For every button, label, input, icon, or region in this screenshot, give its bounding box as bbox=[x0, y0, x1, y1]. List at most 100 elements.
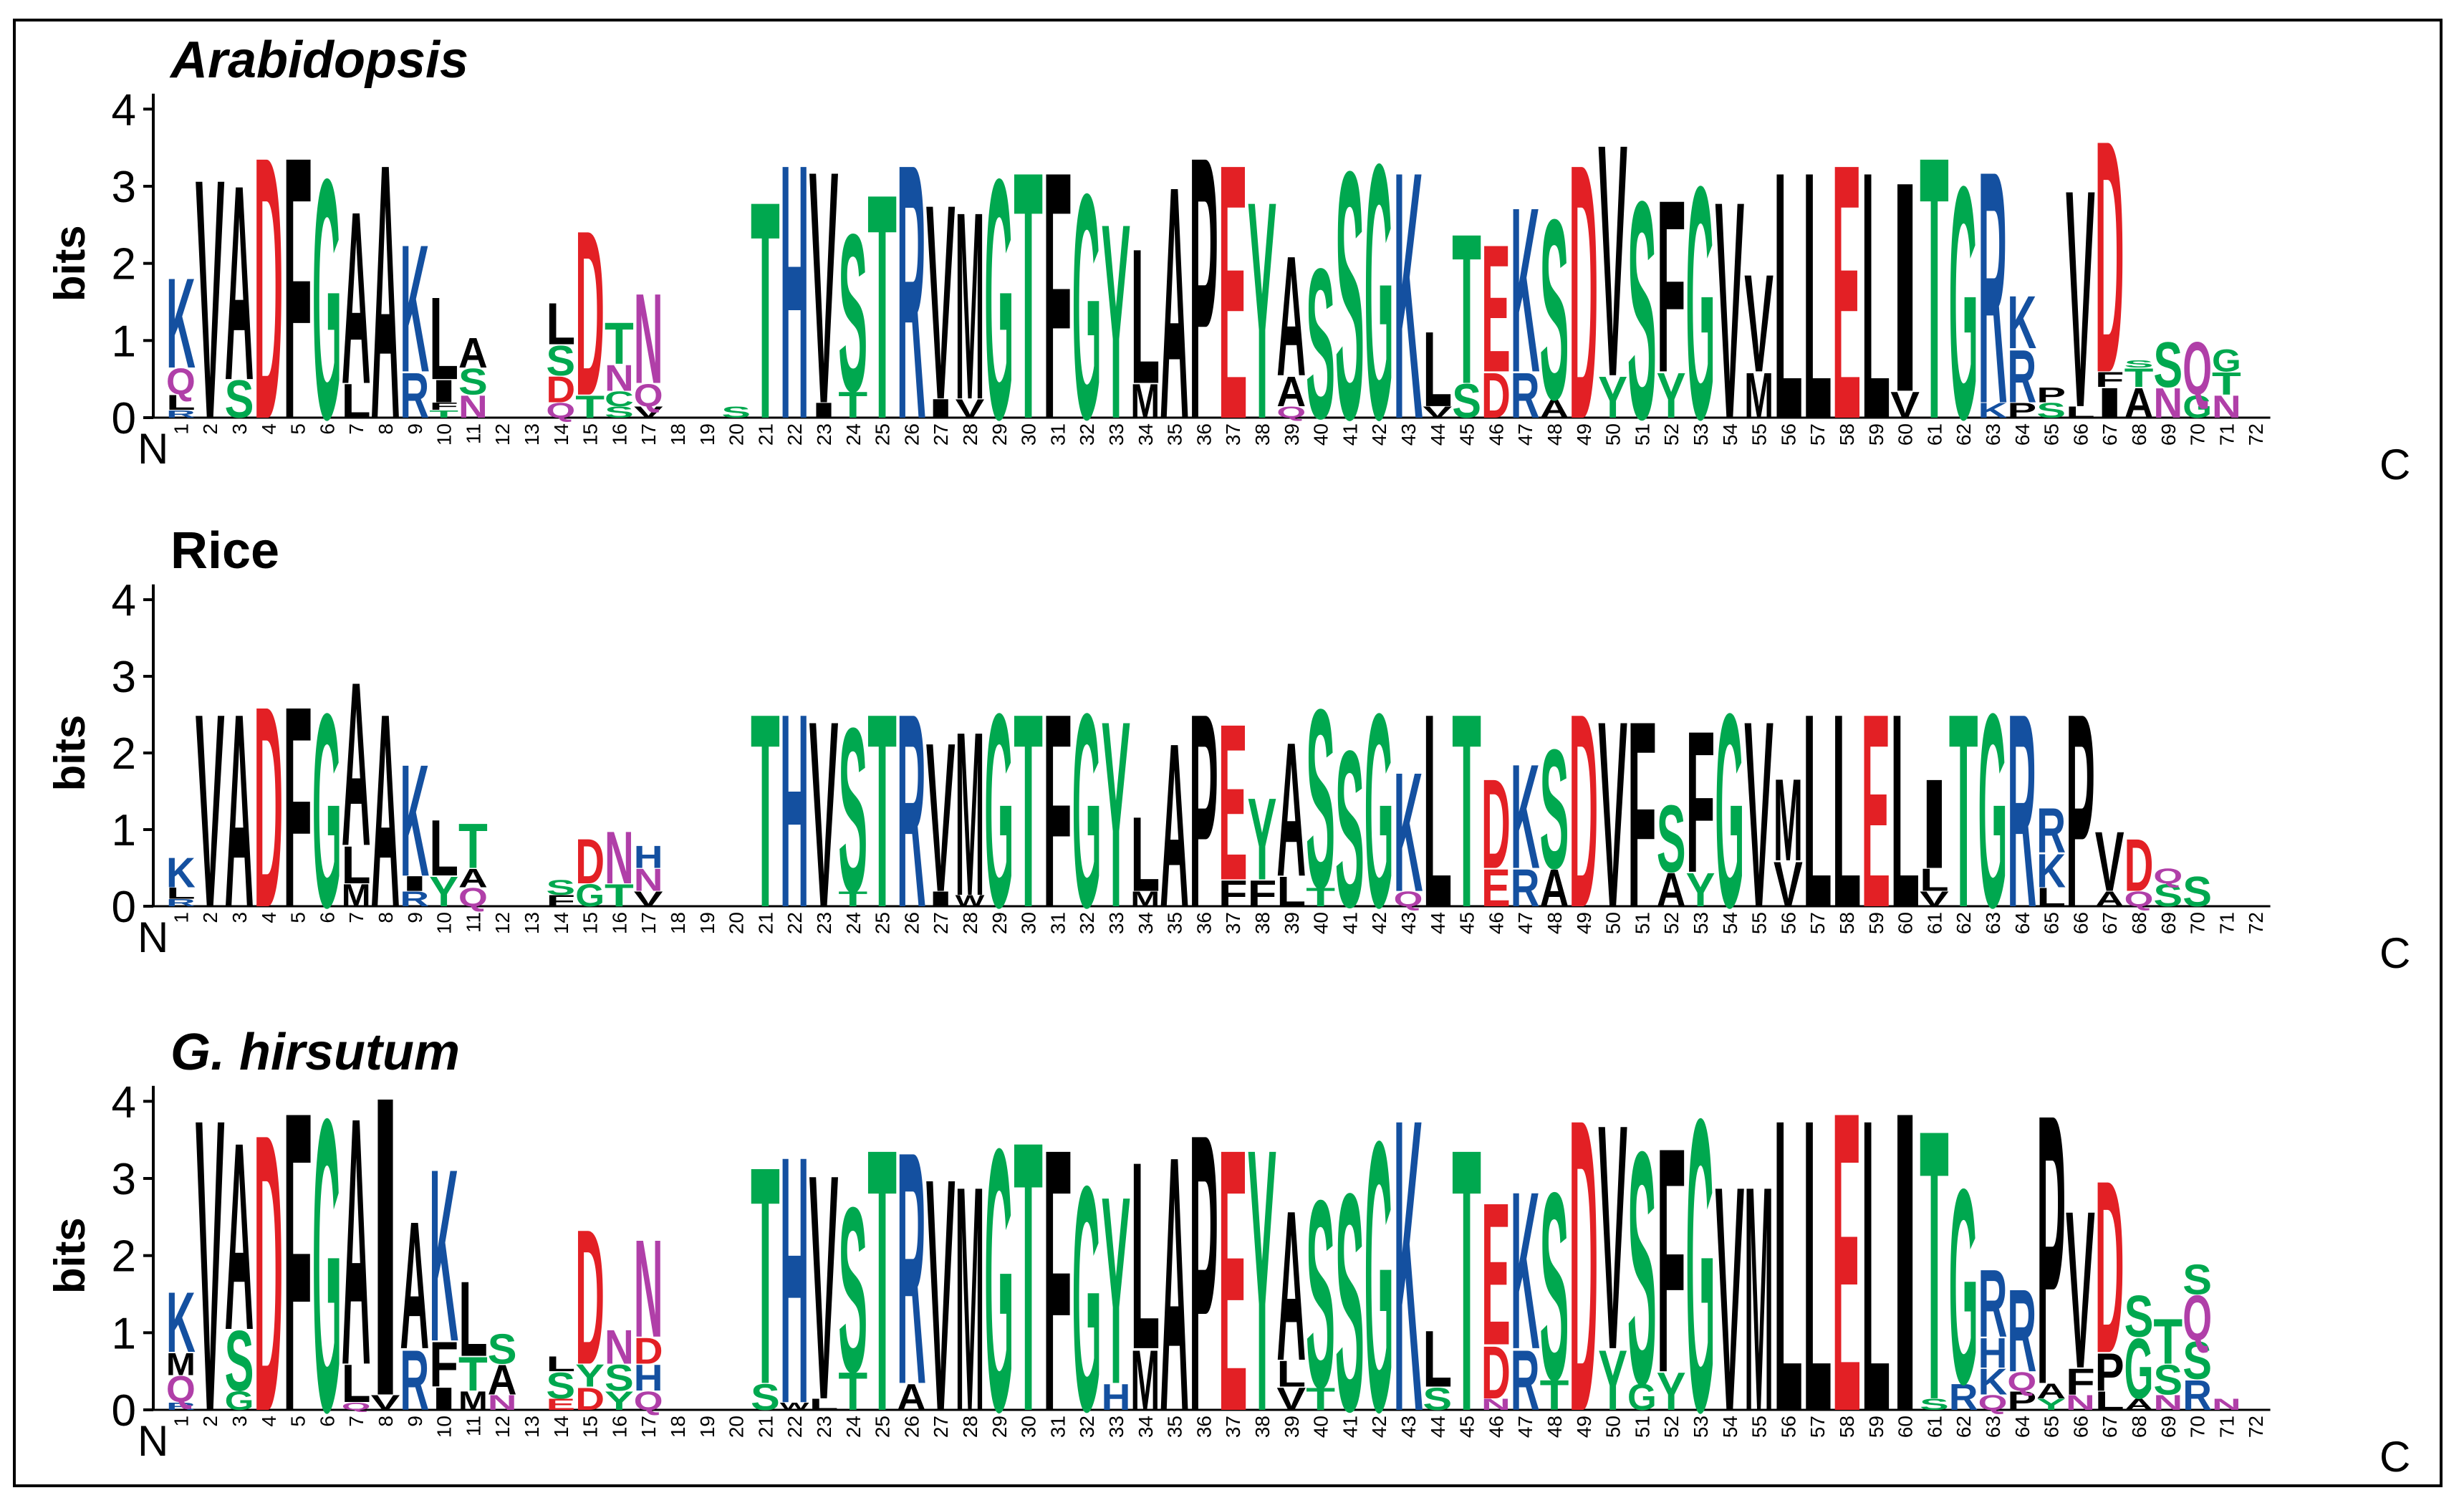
residue-Y: Y bbox=[429, 868, 458, 916]
residue-S: S bbox=[1540, 165, 1569, 453]
residue-S: S bbox=[1920, 1396, 1949, 1413]
residue-Q: Q bbox=[458, 883, 488, 913]
residue-K: K bbox=[1511, 1144, 1540, 1396]
position-label: 42 bbox=[1368, 423, 1390, 446]
residue-T: T bbox=[2124, 362, 2154, 393]
residue-T: T bbox=[1452, 656, 1481, 966]
residue-S: S bbox=[605, 1357, 634, 1399]
position-label: 18 bbox=[667, 912, 689, 934]
residue-S: S bbox=[1306, 657, 1335, 941]
residue-P: P bbox=[2036, 1034, 2066, 1466]
position-label: 52 bbox=[1660, 1416, 1683, 1438]
residue-L: L bbox=[1130, 209, 1160, 425]
residue-R: R bbox=[1978, 1251, 2008, 1358]
position-label: 42 bbox=[1368, 912, 1390, 934]
residue-S: S bbox=[1657, 785, 1686, 893]
residue-P: P bbox=[2036, 383, 2066, 407]
residue-F: F bbox=[283, 1023, 312, 1502]
y-axis-label: bits bbox=[46, 1217, 94, 1294]
residue-M: M bbox=[956, 683, 985, 945]
residue-K: K bbox=[166, 849, 196, 897]
residue-F: F bbox=[1657, 150, 1686, 424]
residue-Q: Q bbox=[1394, 888, 1423, 911]
residue-S: S bbox=[1627, 1083, 1657, 1454]
residue-A: A bbox=[342, 161, 371, 436]
residue-T: T bbox=[867, 126, 897, 486]
residue-L: L bbox=[1861, 1032, 1890, 1498]
position-label: 50 bbox=[1602, 912, 1625, 934]
position-label: 44 bbox=[1427, 1416, 1449, 1438]
position-label: 26 bbox=[900, 1416, 923, 1438]
residue-D: D bbox=[2095, 72, 2124, 443]
position-label: 41 bbox=[1339, 423, 1361, 446]
residue-Y: Y bbox=[575, 1358, 605, 1394]
residue-V: V bbox=[1598, 76, 1627, 447]
position-label: 58 bbox=[1836, 912, 1858, 934]
position-label: 40 bbox=[1310, 912, 1332, 934]
position-label: 45 bbox=[1456, 423, 1478, 446]
residue-M: M bbox=[342, 878, 371, 913]
residue-S: S bbox=[2153, 330, 2183, 401]
position-label: 27 bbox=[930, 1416, 952, 1438]
position-label: 34 bbox=[1135, 1416, 1157, 1438]
position-label: 16 bbox=[608, 1416, 630, 1438]
position-label: 17 bbox=[637, 1416, 660, 1438]
panel-title: G. hirsutum bbox=[170, 1024, 460, 1081]
residue-H: H bbox=[780, 87, 809, 495]
position-label: 5 bbox=[287, 423, 309, 435]
position-label: 69 bbox=[2157, 1416, 2180, 1438]
position-label: 49 bbox=[1573, 423, 1595, 446]
position-label: 11 bbox=[462, 1416, 484, 1436]
residue-G: G bbox=[225, 1385, 254, 1416]
residue-Y: Y bbox=[1657, 1363, 1686, 1422]
residue-S: S bbox=[2153, 1356, 2183, 1404]
position-label: 62 bbox=[1953, 423, 1975, 446]
position-label: 56 bbox=[1777, 423, 1799, 446]
position-label: 14 bbox=[550, 1416, 572, 1438]
position-label: 13 bbox=[521, 912, 543, 934]
position-label: 57 bbox=[1806, 423, 1829, 446]
residue-S: S bbox=[838, 187, 867, 438]
position-label: 44 bbox=[1427, 423, 1449, 446]
position-label: 17 bbox=[637, 912, 660, 934]
position-label: 47 bbox=[1514, 912, 1536, 934]
residue-Q: Q bbox=[634, 1385, 663, 1416]
residue-K: K bbox=[2036, 844, 2066, 898]
position-label: 22 bbox=[784, 1416, 806, 1438]
residue-E: E bbox=[1832, 87, 1862, 495]
position-label: 21 bbox=[754, 423, 776, 446]
position-label: 37 bbox=[1222, 1416, 1244, 1438]
residue-Q: Q bbox=[1276, 403, 1306, 421]
position-label: 46 bbox=[1485, 912, 1507, 934]
residue-N: N bbox=[1481, 1396, 1511, 1413]
residue-T: T bbox=[1540, 1371, 1569, 1419]
residue-M: M bbox=[458, 1385, 488, 1416]
position-label: 39 bbox=[1281, 912, 1303, 934]
position-label: 65 bbox=[2041, 423, 2063, 446]
residue-F: F bbox=[1248, 873, 1277, 914]
residue-M: M bbox=[166, 1347, 196, 1383]
position-label: 53 bbox=[1690, 1416, 1712, 1438]
residue-T: T bbox=[1452, 1071, 1481, 1489]
residue-F: F bbox=[1043, 1071, 1072, 1489]
position-label: 63 bbox=[1982, 912, 2004, 934]
residue-G: G bbox=[984, 1071, 1014, 1489]
residue-K: K bbox=[166, 252, 196, 395]
residue-Q: Q bbox=[166, 360, 196, 403]
panel-title: Arabidopsis bbox=[169, 32, 468, 89]
position-label: 7 bbox=[345, 912, 367, 923]
position-label: 4 bbox=[258, 912, 280, 923]
position-label: 4 bbox=[258, 423, 280, 435]
position-label: 60 bbox=[1895, 1416, 1917, 1438]
residue-K: K bbox=[400, 731, 429, 910]
y-tick-label: 0 bbox=[112, 1386, 136, 1436]
position-label: 38 bbox=[1251, 423, 1274, 446]
residue-T: T bbox=[1306, 883, 1335, 913]
residue-V: V bbox=[196, 656, 225, 966]
position-label: 62 bbox=[1953, 912, 1975, 934]
position-label: 23 bbox=[813, 912, 835, 934]
residue-Y: Y bbox=[1248, 775, 1277, 906]
position-label: 5 bbox=[287, 912, 309, 923]
position-label: 70 bbox=[2187, 423, 2209, 446]
